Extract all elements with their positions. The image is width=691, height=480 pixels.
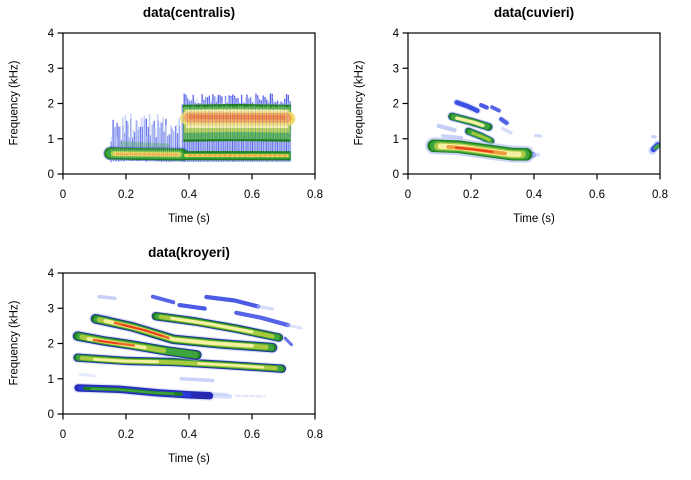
x-tick-label: 0.8 <box>307 189 323 201</box>
spectro-band <box>500 126 513 135</box>
spectro-band <box>283 336 293 347</box>
spectrogram-panel-centralis: 0 0.2 0.4 0.6 0.8 0 1 2 3 4 data(centralis) Time … <box>0 0 345 240</box>
x-tick-label: 0.2 <box>118 429 134 441</box>
x-tick-label: 0 <box>60 429 66 441</box>
y-tick-label: 3 <box>48 303 54 315</box>
y-tick-label: 3 <box>393 63 399 75</box>
x-tick-label: 0.8 <box>652 189 668 201</box>
spectro-band <box>78 373 96 378</box>
panel-title-centralis: data(centralis) <box>142 5 236 20</box>
spectro-band <box>234 310 291 328</box>
spectro-band <box>121 323 164 337</box>
spectro-band <box>441 134 464 140</box>
kroyeri-spectrogram-plot: 0 0.2 0.4 0.6 0.8 0 1 2 3 4 <box>48 268 323 441</box>
spectro-band <box>90 387 175 395</box>
panel-title-cuvieri: data(cuvieri) <box>493 5 575 20</box>
spectro-band <box>204 294 261 309</box>
y-tick-label: 0 <box>48 169 54 181</box>
x-tick-label: 0.6 <box>244 429 260 441</box>
spectro-band <box>454 100 480 113</box>
x-tick-label: 0.6 <box>589 189 605 201</box>
x-axis-label: Time (s) <box>168 213 210 225</box>
y-tick-label: 4 <box>48 28 55 40</box>
spectro-band <box>436 123 457 133</box>
spectro-band <box>179 377 215 383</box>
spectro-band <box>115 153 180 156</box>
spectro-band <box>256 304 275 311</box>
x-tick-label: 0.4 <box>526 189 543 201</box>
x-tick-label: 0.6 <box>244 189 260 201</box>
x-tick-label: 0 <box>60 189 66 201</box>
centralis-spectrogram-plot: 0 0.2 0.4 0.6 0.8 0 1 2 3 4 <box>48 28 323 201</box>
spectrogram-panel-cuvieri: 0 0.2 0.4 0.6 0.8 0 1 2 3 4 data(cuvieri) Time (s… <box>345 0 690 240</box>
x-tick-label: 0.4 <box>181 429 198 441</box>
spectro-band <box>454 146 494 153</box>
y-tick-label: 1 <box>393 134 399 146</box>
y-axis-label: Frequency (kHz) <box>353 60 365 146</box>
y-tick-label: 2 <box>393 99 399 111</box>
spectro-band <box>490 105 501 113</box>
y-axis-label: Frequency (kHz) <box>8 60 20 146</box>
spectro-band <box>286 323 303 330</box>
y-tick-label: 0 <box>48 409 54 421</box>
spectro-band <box>197 362 265 369</box>
y-axis-label: Frequency (kHz) <box>8 300 20 386</box>
x-tick-label: 0.2 <box>463 189 479 201</box>
spectro-band <box>150 294 176 305</box>
y-tick-label: 4 <box>48 268 55 280</box>
spectro-band <box>235 394 266 398</box>
x-tick-label: 0.8 <box>307 429 323 441</box>
spectro-band <box>93 358 159 364</box>
spectro-band <box>120 141 170 149</box>
x-axis-label: Time (s) <box>168 453 210 465</box>
y-tick-label: 2 <box>48 339 54 351</box>
x-tick-label: 0.4 <box>181 189 198 201</box>
x-tick-label: 0.2 <box>118 189 134 201</box>
spectrogram-panel-kroyeri: 0 0.2 0.4 0.6 0.8 0 1 2 3 4 data(kroyeri) Time (s… <box>0 240 345 480</box>
spectro-band <box>471 131 491 142</box>
y-tick-label: 1 <box>48 134 54 146</box>
spectro-band <box>534 133 543 138</box>
cuvieri-spectrogram-plot: 0 0.2 0.4 0.6 0.8 0 1 2 3 4 <box>393 28 668 201</box>
spectro-band <box>653 144 660 150</box>
spectro-band <box>98 340 119 345</box>
spectro-band <box>177 302 207 311</box>
y-tick-label: 3 <box>48 63 54 75</box>
spectro-band <box>479 102 489 110</box>
x-tick-label: 0 <box>405 189 411 201</box>
y-tick-label: 0 <box>393 169 399 181</box>
panel-title-kroyeri: data(kroyeri) <box>148 245 230 260</box>
spectro-band <box>97 294 117 301</box>
x-axis-label: Time (s) <box>513 213 555 225</box>
y-tick-label: 2 <box>48 99 54 111</box>
spectro-band <box>170 316 254 334</box>
y-tick-label: 1 <box>48 374 54 386</box>
spectro-band <box>455 116 485 128</box>
spectro-band <box>499 117 509 125</box>
y-tick-label: 4 <box>393 28 400 40</box>
spectro-band <box>188 114 288 120</box>
